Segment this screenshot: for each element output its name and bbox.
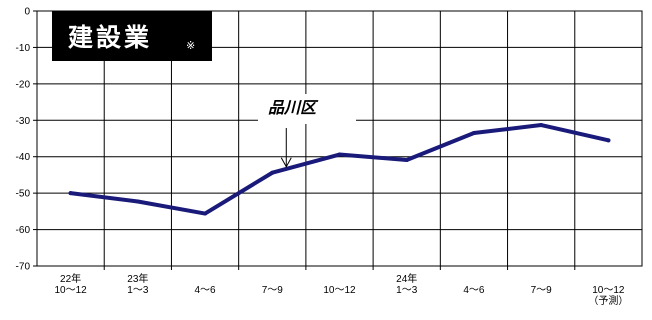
series-line <box>68 123 611 216</box>
plot-frame <box>36 10 643 267</box>
x-tick-label: 10～12 <box>323 285 356 296</box>
data-point <box>606 138 611 143</box>
y-tick-label: -30 <box>16 116 31 127</box>
y-axis-ticks: 0 -10 -20 -30 -40 -50 -60 -70 <box>16 7 37 273</box>
annotation-background <box>258 94 356 124</box>
x-tick-label: 7～9 <box>531 285 553 296</box>
x-tick-label: 23年 <box>127 272 148 285</box>
data-point <box>337 152 342 157</box>
x-tick-label: （予測） <box>588 294 628 307</box>
y-tick-label: 0 <box>24 7 30 18</box>
y-tick-label: -70 <box>16 262 31 273</box>
data-point <box>68 191 73 196</box>
y-tick-label: -40 <box>16 152 31 163</box>
x-tick-label: 10～12 <box>54 285 87 296</box>
grid-layer <box>37 11 642 266</box>
y-tick-label: -50 <box>16 189 31 200</box>
chart-title: 建設業 <box>68 23 152 52</box>
y-tick-label: -20 <box>16 79 31 90</box>
title-box: 建設業 ※ <box>52 11 212 61</box>
x-tick-label: 4～6 <box>194 285 216 296</box>
annotation-arrow-head <box>280 157 292 168</box>
data-point <box>539 123 544 128</box>
x-tick-label: 4～6 <box>463 285 485 296</box>
data-point <box>404 157 409 162</box>
x-tick-label: 22年 <box>60 272 81 285</box>
y-tick-label: -10 <box>16 43 31 54</box>
annotation: 品川区 <box>258 94 356 168</box>
plot-border <box>36 10 643 267</box>
annotation-label: 品川区 <box>268 99 319 117</box>
x-tick-label: 7～9 <box>262 285 284 296</box>
x-tick-label: 10～12 <box>592 285 625 296</box>
data-point <box>471 131 476 136</box>
data-point <box>270 170 275 175</box>
y-tick-label: -60 <box>16 225 31 236</box>
title-note: ※ <box>186 40 195 52</box>
data-point <box>135 199 140 204</box>
data-point <box>203 211 208 216</box>
x-tick-label: 24年 <box>396 272 417 285</box>
x-tick-label: 1～3 <box>127 285 149 296</box>
title-background <box>52 11 212 61</box>
x-tick-label: 1～3 <box>396 285 418 296</box>
series-layer <box>68 123 611 216</box>
